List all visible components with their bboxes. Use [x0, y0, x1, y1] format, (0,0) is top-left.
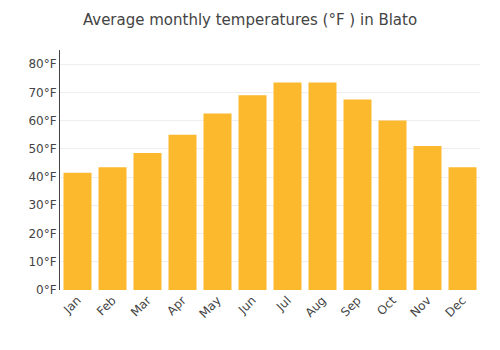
- svg-text:20°F: 20°F: [28, 227, 56, 241]
- svg-text:May: May: [196, 293, 223, 320]
- svg-text:60°F: 60°F: [28, 114, 56, 128]
- svg-text:Jul: Jul: [273, 293, 294, 314]
- svg-text:10°F: 10°F: [28, 255, 56, 269]
- svg-text:80°F: 80°F: [28, 57, 56, 71]
- svg-text:40°F: 40°F: [28, 170, 56, 184]
- svg-text:Jan: Jan: [60, 293, 84, 317]
- svg-text:Apr: Apr: [164, 293, 189, 318]
- svg-text:Aug: Aug: [302, 293, 328, 319]
- svg-text:Dec: Dec: [443, 293, 469, 319]
- svg-text:Mar: Mar: [128, 293, 154, 319]
- svg-text:Sep: Sep: [338, 293, 364, 319]
- svg-text:Jun: Jun: [235, 293, 259, 317]
- svg-text:Oct: Oct: [374, 293, 399, 318]
- svg-text:30°F: 30°F: [28, 198, 56, 212]
- svg-text:Feb: Feb: [94, 293, 119, 318]
- svg-text:50°F: 50°F: [28, 142, 56, 156]
- svg-text:70°F: 70°F: [28, 86, 56, 100]
- svg-text:Nov: Nov: [407, 293, 433, 319]
- svg-text:0°F: 0°F: [36, 283, 57, 297]
- svg-text:Average monthly temperatures (: Average monthly temperatures (°F ) in Bl…: [83, 11, 417, 29]
